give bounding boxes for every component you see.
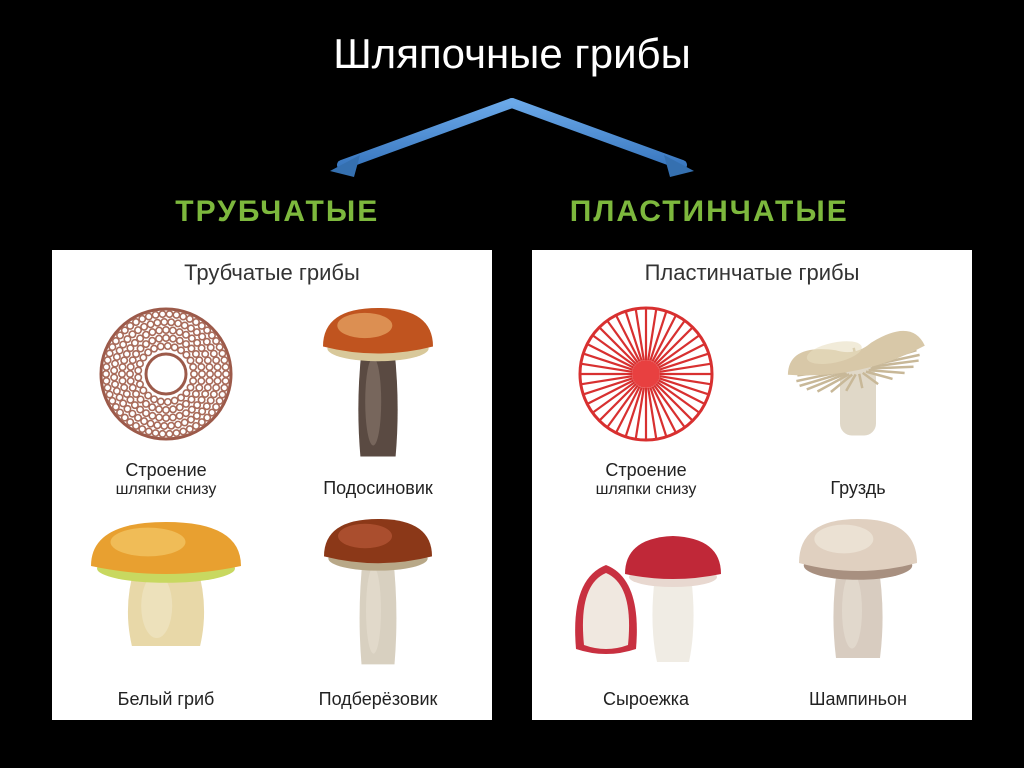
label-gilled-diagram: Строение bbox=[605, 460, 686, 481]
cell-champignon: Шампиньон bbox=[754, 503, 962, 710]
label-syroezhka: Сыроежка bbox=[603, 689, 689, 710]
cell-podberezovik: Подберёзовик bbox=[274, 503, 482, 710]
label-podberezovik: Подберёзовик bbox=[319, 689, 438, 710]
label-tubular-diagram: Строение bbox=[125, 460, 206, 481]
podberezovik-icon bbox=[308, 509, 448, 679]
sublabel-tubular-diagram: шляпки снизу bbox=[116, 481, 217, 499]
panel-tubular: Трубчатые грибы Строение шляпки снизу По… bbox=[52, 250, 492, 720]
panel-gilled: Пластинчатые грибы Строение шляпки снизу… bbox=[532, 250, 972, 720]
categories-row: ТРУБЧАТЫЕ ПЛАСТИНЧАТЫЕ bbox=[0, 195, 1024, 229]
champignon-icon bbox=[783, 509, 933, 679]
category-left: ТРУБЧАТЫЕ bbox=[175, 195, 379, 229]
cell-syroezhka: Сыроежка bbox=[542, 503, 750, 710]
syroezhka-icon bbox=[561, 514, 731, 674]
label-champignon: Шампиньон bbox=[809, 689, 907, 710]
cell-tubular-diagram: Строение шляпки снизу bbox=[62, 292, 270, 499]
cell-podosinovik: Подосиновик bbox=[274, 292, 482, 499]
cell-gruzd: Груздь bbox=[754, 292, 962, 499]
gilled-cross-section-icon bbox=[571, 299, 721, 449]
gruzd-icon bbox=[778, 303, 938, 463]
branch-arrows bbox=[262, 95, 762, 185]
tubular-cross-section-icon bbox=[91, 299, 241, 449]
page-title: Шляпочные грибы bbox=[0, 0, 1024, 78]
label-podosinovik: Подосиновик bbox=[323, 478, 433, 499]
label-white-mushroom: Белый гриб bbox=[118, 689, 215, 710]
panel-title-right: Пластинчатые грибы bbox=[542, 260, 962, 286]
sublabel-gilled-diagram: шляпки снизу bbox=[596, 481, 697, 499]
cell-gilled-diagram: Строение шляпки снизу bbox=[542, 292, 750, 499]
category-right: ПЛАСТИНЧАТЫЕ bbox=[570, 195, 849, 229]
panel-title-left: Трубчатые грибы bbox=[62, 260, 482, 286]
cell-white-mushroom: Белый гриб bbox=[62, 503, 270, 710]
label-gruzd: Груздь bbox=[830, 478, 885, 499]
panels-row: Трубчатые грибы Строение шляпки снизу По… bbox=[0, 250, 1024, 720]
podosinovik-icon bbox=[308, 298, 448, 468]
white-mushroom-icon bbox=[81, 514, 251, 674]
